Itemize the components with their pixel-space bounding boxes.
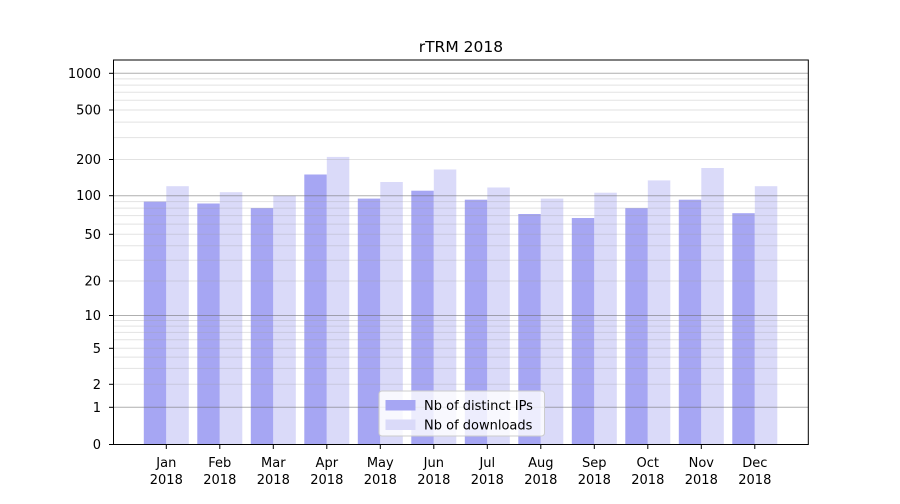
legend-swatch-downloads — [385, 419, 416, 430]
x-tick-label-month-mar: Mar — [261, 456, 286, 471]
x-tick-label-year-jul: 2018 — [471, 473, 504, 488]
legend-label-distinct-ips: Nb of distinct IPs — [424, 399, 533, 414]
bar-jun-downloads — [433, 169, 457, 445]
x-tick-label-month-jun: Jun — [423, 456, 444, 471]
x-tick-label-month-nov: Nov — [689, 456, 715, 471]
y-axis-ticks: 0 1 2 5 10 20 50 100 200 500 1000 — [68, 67, 114, 453]
legend-box — [378, 390, 545, 437]
y-tick-label-100: 100 — [76, 189, 101, 204]
bar-dec-distinct-ips — [732, 213, 755, 445]
y-tick-label-200: 200 — [76, 153, 101, 168]
bar-feb-distinct-ips — [197, 203, 220, 445]
y-tick-label-10: 10 — [84, 309, 101, 324]
bar-may-distinct-ips — [357, 198, 381, 445]
x-tick-label-year-dec: 2018 — [738, 473, 771, 488]
y-tick-label-500: 500 — [76, 104, 101, 119]
x-tick-label-month-aug: Aug — [528, 456, 553, 471]
bar-oct-distinct-ips — [625, 208, 648, 445]
bar-nov-downloads — [701, 168, 724, 445]
x-tick-label-year-apr: 2018 — [310, 473, 343, 488]
y-tick-label-50: 50 — [84, 228, 101, 243]
x-tick-label-month-sep: Sep — [582, 456, 607, 471]
x-tick-label-year-feb: 2018 — [203, 473, 236, 488]
x-tick-label-month-oct: Oct — [637, 456, 659, 471]
y-tick-label-5: 5 — [93, 342, 101, 357]
y-tick-label-0: 0 — [93, 438, 101, 453]
legend-swatch-distinct-ips — [385, 400, 416, 411]
x-tick-label-year-mar: 2018 — [257, 473, 290, 488]
bar-aug-downloads — [540, 198, 564, 445]
x-tick-label-year-oct: 2018 — [631, 473, 664, 488]
bars-layer — [143, 156, 778, 445]
x-tick-label-month-feb: Feb — [208, 456, 231, 471]
x-tick-label-month-apr: Apr — [316, 456, 339, 471]
bar-apr-downloads — [326, 156, 350, 445]
x-tick-label-month-dec: Dec — [742, 456, 767, 471]
y-tick-label-20: 20 — [84, 275, 101, 290]
y-tick-label-1: 1 — [93, 401, 101, 416]
bar-feb-downloads — [219, 192, 243, 445]
x-tick-label-year-nov: 2018 — [685, 473, 718, 488]
minor-gridlines — [113, 78, 809, 385]
x-tick-label-month-jan: Jan — [155, 456, 176, 471]
bar-apr-distinct-ips — [304, 174, 327, 445]
bar-mar-distinct-ips — [250, 208, 274, 445]
legend-label-downloads: Nb of downloads — [424, 419, 533, 434]
bar-sep-distinct-ips — [571, 218, 595, 445]
axes-layer — [113, 59, 809, 445]
bar-sep-downloads — [594, 192, 617, 445]
x-tick-label-year-jun: 2018 — [417, 473, 450, 488]
legend: Nb of distinct IPs Nb of downloads — [378, 390, 545, 437]
x-axis-ticks: Jan 2018 Feb 2018 Mar 2018 Apr 2018 May 2018 Jun 20… — [150, 444, 771, 488]
bar-nov-distinct-ips — [678, 199, 702, 445]
y-tick-label-1000: 1000 — [68, 67, 101, 82]
x-tick-label-month-may: May — [367, 456, 394, 471]
bar-aug-distinct-ips — [518, 214, 541, 445]
bar-mar-downloads — [273, 195, 296, 445]
x-tick-label-month-jul: Jul — [478, 456, 495, 471]
bar-oct-downloads — [647, 180, 671, 445]
x-tick-label-year-may: 2018 — [364, 473, 397, 488]
chart-title: rTRM 2018 — [419, 38, 503, 56]
bar-jul-distinct-ips — [464, 199, 488, 445]
bar-may-downloads — [380, 182, 403, 445]
bar-jan-distinct-ips — [143, 201, 167, 445]
x-tick-label-year-sep: 2018 — [578, 473, 611, 488]
x-tick-label-year-jan: 2018 — [150, 473, 183, 488]
plot-border — [113, 59, 809, 445]
bar-jun-distinct-ips — [411, 190, 434, 445]
x-tick-label-year-aug: 2018 — [524, 473, 557, 488]
y-tick-label-2: 2 — [93, 378, 101, 393]
